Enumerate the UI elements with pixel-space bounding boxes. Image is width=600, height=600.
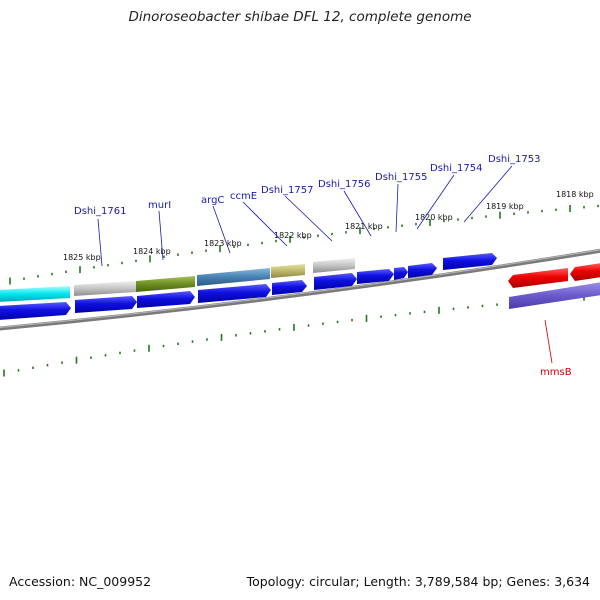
kbp-label: 1821 kbp (345, 222, 383, 231)
gene-arrow (75, 296, 137, 313)
map-title: Dinoroseobacter shibae DFL 12, complete … (128, 9, 472, 25)
feature-block-cyan (0, 286, 70, 302)
leader-line (242, 201, 288, 247)
kbp-label-group: 1825 kbp 1824 kbp 1823 kbp 1822 kbp 1821… (63, 190, 594, 262)
gene-label-dshi-1755: Dshi_1755 (375, 172, 427, 183)
leader-line (158, 210, 164, 261)
genome-summary-text: Topology: circular; Length: 3,789,584 bp… (246, 574, 590, 589)
feature-block-purple (509, 282, 600, 309)
kbp-label: 1823 kbp (204, 239, 242, 248)
gene-arrow (314, 273, 357, 290)
gene-arrow (198, 284, 271, 303)
leader-line (343, 190, 372, 237)
gene-arrow (0, 302, 71, 320)
gene-label-dshi-1761: Dshi_1761 (74, 206, 126, 217)
reverse-gene-row (508, 263, 600, 309)
leader-line (395, 183, 399, 233)
gene-label-argc: argC (201, 195, 224, 206)
genome-backbone-highlight (0, 249, 600, 329)
gene-arrow-reverse (570, 263, 600, 281)
gene-arrow (272, 280, 307, 295)
kbp-label: 1818 kbp (556, 190, 594, 199)
leader-line (463, 165, 513, 223)
kbp-label: 1825 kbp (63, 253, 101, 262)
gene-label-group: Dshi_1761 murI argC ccmE Dshi_1757 Dshi_… (74, 154, 540, 217)
leader-line (416, 174, 455, 230)
leader-line-mmsB (544, 319, 553, 364)
gene-arrow (408, 263, 437, 278)
gene-arrow-reverse (508, 268, 568, 288)
leader-line (97, 218, 103, 267)
forward-gene-row (0, 253, 497, 320)
kbp-label: 1819 kbp (486, 202, 524, 211)
feature-block-steel (197, 268, 270, 286)
feature-track (0, 258, 355, 302)
gene-arrow (394, 267, 408, 280)
kbp-label: 1822 kbp (274, 231, 312, 240)
accession-text: Accession: NC_009952 (9, 574, 152, 589)
gene-arrow (443, 253, 497, 270)
label-leader-lines (97, 165, 513, 267)
gene-label-mmsb: mmsB (540, 367, 572, 378)
kbp-label: 1820 kbp (415, 213, 453, 222)
gene-label-muri: murI (148, 200, 171, 211)
feature-block-gray-2 (313, 258, 355, 273)
leader-line (284, 195, 333, 242)
kbp-label: 1824 kbp (133, 247, 171, 256)
gene-label-dshi-1753: Dshi_1753 (488, 154, 540, 165)
feature-block-khaki (271, 264, 305, 278)
gene-arrow (137, 291, 195, 308)
gene-arrow (357, 269, 394, 284)
gene-label-dshi-1756: Dshi_1756 (318, 179, 370, 190)
feature-block-gray (74, 281, 136, 296)
genome-backbone (0, 248, 600, 331)
gene-label-dshi-1754: Dshi_1754 (430, 163, 482, 174)
outer-tick-row (9, 204, 599, 285)
gene-label-dshi-1757: Dshi_1757 (261, 185, 313, 196)
feature-block-olive (136, 276, 195, 292)
leader-line (212, 205, 231, 254)
gene-label-ccme: ccmE (230, 191, 257, 202)
